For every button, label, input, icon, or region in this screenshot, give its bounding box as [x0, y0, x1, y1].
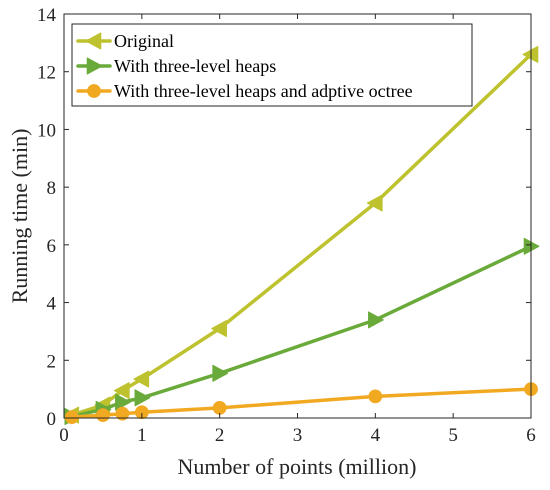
- data-point-2-3: [115, 393, 131, 411]
- data-point-3-3: [115, 406, 130, 421]
- data-point-1-4: [133, 370, 150, 388]
- legend: Original With three-level heaps With three…: [71, 23, 473, 107]
- data-point-2-6: [368, 311, 384, 329]
- data-point-2-7: [523, 237, 540, 255]
- x-tick-label: 2: [215, 425, 225, 446]
- legend-label: Original: [114, 31, 174, 51]
- legend-item-2: With three-level heaps: [76, 56, 276, 76]
- data-point-1-7: [522, 45, 539, 63]
- legend-item-3: With three-level heaps and adptive octre…: [76, 81, 413, 101]
- data-point-3-5: [212, 401, 227, 415]
- legend-marker: [85, 32, 102, 50]
- y-tick-label: 6: [47, 236, 57, 257]
- x-tick-label: 4: [371, 425, 381, 446]
- data-point-1-5: [211, 320, 227, 338]
- data-point-2-4: [134, 389, 151, 407]
- legend-label: With three-level heaps: [114, 56, 276, 76]
- y-tick-label: 12: [37, 63, 56, 84]
- x-tick-label: 0: [59, 425, 69, 446]
- y-tick-label: 14: [37, 5, 57, 26]
- y-tick-label: 8: [47, 178, 57, 199]
- legend-marker: [86, 57, 103, 75]
- series-layer: [63, 45, 540, 426]
- legend-label: With three-level heaps and adptive octre…: [114, 81, 413, 101]
- data-point-3-4: [134, 405, 149, 420]
- legend-marker: [87, 84, 101, 98]
- y-tick-label: 0: [47, 409, 57, 430]
- data-point-3-6: [368, 389, 383, 404]
- y-tick-label: 10: [37, 120, 56, 141]
- y-tick-label: 2: [47, 351, 57, 372]
- data-point-2-5: [212, 364, 229, 382]
- data-point-1-6: [366, 194, 383, 212]
- x-tick-label: 6: [526, 425, 536, 446]
- data-point-3-2: [96, 408, 110, 423]
- x-tick-label: 1: [137, 425, 147, 446]
- series-3: [64, 382, 538, 425]
- x-tick-label: 5: [448, 425, 458, 446]
- legend-box: [71, 23, 473, 107]
- x-axis-label: Number of points (million): [178, 454, 417, 479]
- legend-item-1: Original: [76, 31, 174, 51]
- data-point-1-3: [113, 382, 130, 400]
- y-tick-label: 4: [47, 294, 57, 315]
- x-tick-label: 3: [293, 425, 303, 446]
- y-axis-label: Running time (min): [7, 129, 32, 304]
- data-point-3-1: [64, 410, 79, 425]
